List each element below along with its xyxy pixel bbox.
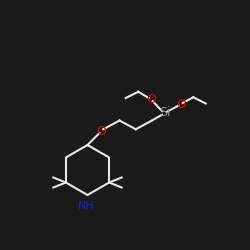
Text: Si: Si (159, 106, 170, 120)
Text: O: O (176, 98, 186, 111)
Text: O: O (96, 125, 106, 138)
Text: O: O (146, 93, 156, 106)
Text: NH: NH (78, 201, 94, 211)
